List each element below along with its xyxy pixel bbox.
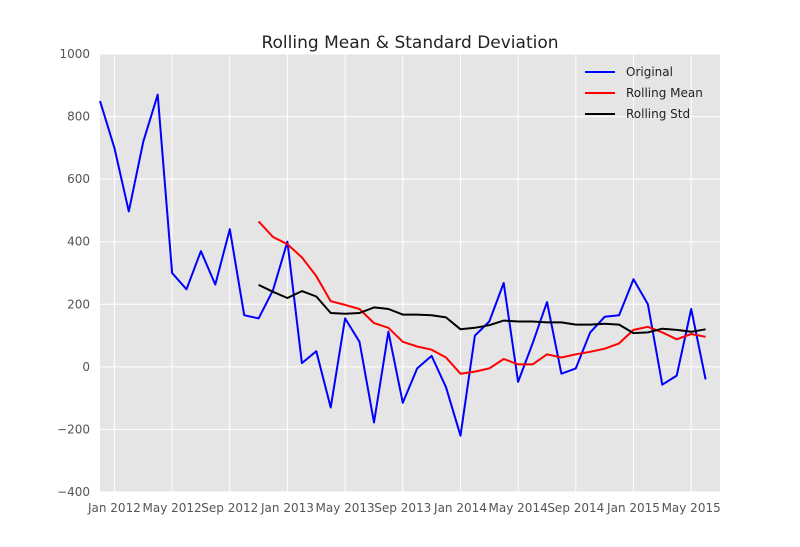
y-tick-label: 800 bbox=[67, 110, 90, 124]
y-tick-label: −400 bbox=[57, 485, 90, 499]
series-layer bbox=[99, 93, 707, 437]
x-tick-label: Jan 2015 bbox=[606, 501, 660, 515]
x-tick-label: May 2012 bbox=[143, 501, 202, 515]
x-tick-label: Sep 2014 bbox=[547, 501, 604, 515]
x-axis: Jan 2012 May 2012 Sep 2012 Jan 2013 May 2013… bbox=[87, 501, 721, 515]
chart-title: Rolling Mean & Standard Deviation bbox=[261, 33, 558, 53]
y-axis: −400 −200 0 200 400 600 800 1000 bbox=[57, 47, 90, 499]
legend-label: Original bbox=[626, 65, 673, 79]
y-tick-label: 600 bbox=[67, 172, 90, 186]
series-line-rolling-std bbox=[258, 283, 706, 335]
y-tick-label: 400 bbox=[67, 235, 90, 249]
x-tick-label: May 2014 bbox=[489, 501, 548, 515]
x-tick-label: Sep 2013 bbox=[374, 501, 431, 515]
y-tick-label: −200 bbox=[57, 422, 90, 436]
x-tick-label: May 2013 bbox=[316, 501, 375, 515]
legend-label: Rolling Mean bbox=[626, 86, 703, 100]
legend: Original Rolling Mean Rolling Std bbox=[585, 65, 703, 121]
y-tick-label: 200 bbox=[67, 297, 90, 311]
y-tick-label: 1000 bbox=[59, 47, 90, 61]
legend-label: Rolling Std bbox=[626, 107, 690, 121]
y-tick-label: 0 bbox=[82, 360, 90, 374]
x-tick-label: Jan 2014 bbox=[433, 501, 487, 515]
x-tick-label: May 2015 bbox=[662, 501, 721, 515]
x-tick-label: Jan 2013 bbox=[260, 501, 314, 515]
plot-background bbox=[100, 54, 720, 492]
series-line-original bbox=[99, 93, 707, 437]
x-tick-label: Sep 2012 bbox=[201, 501, 258, 515]
x-tick-label: Jan 2012 bbox=[87, 501, 141, 515]
